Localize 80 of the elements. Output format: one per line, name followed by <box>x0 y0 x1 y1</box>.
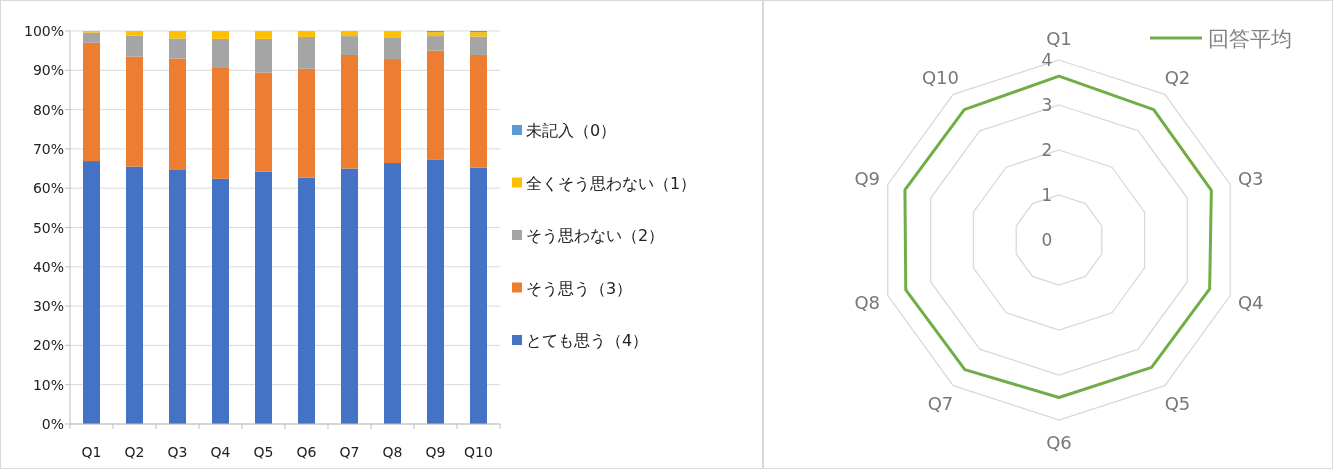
spoke-label: Q8 <box>854 292 881 314</box>
x-tick-label: Q9 <box>425 444 446 460</box>
x-tick-label: Q6 <box>296 444 317 460</box>
bar <box>341 168 358 424</box>
y-tick-label: 50% <box>32 219 64 236</box>
bar <box>341 36 358 55</box>
bar <box>470 32 487 37</box>
bar <box>255 31 272 39</box>
bar <box>126 56 143 167</box>
spoke-label: Q2 <box>1164 66 1191 88</box>
bar <box>255 72 272 172</box>
bar <box>255 38 272 73</box>
spoke-label: Q7 <box>927 393 954 415</box>
bar <box>169 38 186 59</box>
legend-label: そう思う（3） <box>526 278 633 298</box>
bar <box>470 54 487 168</box>
spoke-label: Q9 <box>854 167 881 189</box>
bar <box>298 31 315 37</box>
bar <box>427 32 444 37</box>
y-tick-label: 1 <box>1041 185 1053 205</box>
legend-label: とても思う（4） <box>526 331 649 350</box>
bar <box>384 31 401 38</box>
bar <box>169 31 186 39</box>
bar <box>427 36 444 51</box>
bar <box>212 178 229 424</box>
spoke-label: Q1 <box>1046 28 1072 50</box>
bar <box>427 159 444 424</box>
bar <box>255 171 272 424</box>
y-tick-label: 20% <box>32 337 64 354</box>
bar <box>298 177 315 424</box>
x-tick-label: Q4 <box>210 444 231 460</box>
bar <box>169 169 186 424</box>
y-tick-label: 3 <box>1041 95 1053 115</box>
bar <box>298 68 315 178</box>
y-tick-label: 70% <box>32 140 64 157</box>
bar <box>126 35 143 57</box>
bar <box>470 36 487 55</box>
bar <box>384 163 401 424</box>
y-tick-label: 60% <box>32 180 64 197</box>
y-tick-label: 40% <box>32 258 64 275</box>
bar <box>126 31 143 36</box>
bar <box>83 161 100 424</box>
bar <box>341 54 358 169</box>
bar <box>83 42 100 162</box>
bar <box>212 38 229 68</box>
spoke-label: Q10 <box>921 66 960 88</box>
spoke-label: Q5 <box>1164 393 1191 415</box>
bar <box>212 67 229 179</box>
y-tick-label: 10% <box>32 376 64 393</box>
bar <box>384 37 401 59</box>
y-tick-label: 90% <box>32 62 64 79</box>
y-tick-label: 2 <box>1041 140 1053 160</box>
legend-label: 回答平均 <box>1208 27 1292 51</box>
y-tick-label: 80% <box>32 101 64 118</box>
y-tick-label: 100% <box>23 23 64 39</box>
y-tick-label: 30% <box>32 298 64 315</box>
y-tick-label: 0% <box>41 416 64 432</box>
x-tick-label: Q8 <box>382 444 403 460</box>
x-tick-label: Q10 <box>464 444 493 460</box>
y-tick-label: 4 <box>1041 50 1053 70</box>
bar <box>470 167 487 424</box>
x-tick-label: Q1 <box>81 444 102 460</box>
y-tick-label: 0 <box>1041 230 1053 250</box>
spoke-label: Q4 <box>1237 292 1264 314</box>
x-tick-label: Q3 <box>167 444 188 460</box>
bar <box>126 166 143 424</box>
x-tick-label: Q2 <box>124 444 145 460</box>
bar <box>341 31 358 37</box>
bar <box>83 32 100 43</box>
bar <box>427 50 444 160</box>
legend-label: 未記入（0） <box>526 121 617 140</box>
spoke-label: Q3 <box>1237 167 1264 189</box>
x-tick-label: Q7 <box>339 444 360 460</box>
bar <box>212 31 229 39</box>
bar <box>298 36 315 69</box>
legend-label: 全くそう思わない（1） <box>526 173 697 193</box>
legend-label: そう思わない（2） <box>526 226 665 245</box>
x-tick-label: Q5 <box>253 444 274 460</box>
bar <box>169 58 186 170</box>
bar <box>384 58 401 164</box>
